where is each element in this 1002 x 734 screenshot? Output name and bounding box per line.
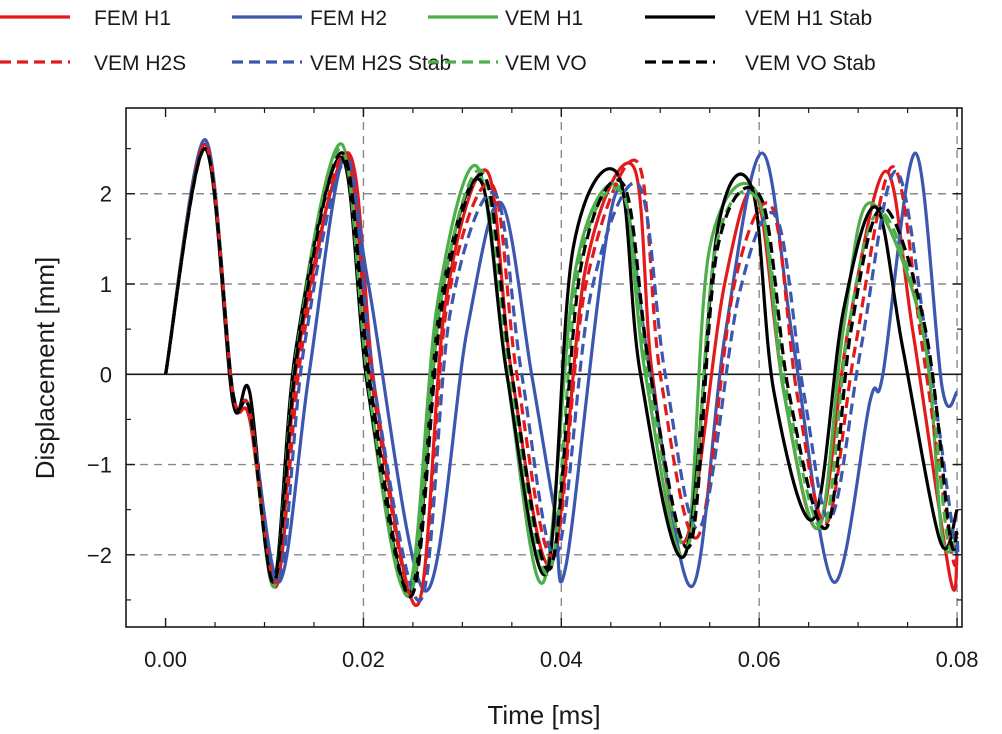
- axis-ticks: [126, 108, 962, 627]
- y-tick-label: −2: [87, 543, 112, 568]
- x-axis-title: Time [ms]: [487, 700, 600, 730]
- x-tick-label: 0.00: [144, 647, 187, 672]
- series-line-vem-vo: [164, 146, 959, 599]
- legend: FEM H1 FEM H2 VEM H1 VEM H1 Stab VEM H2S VEM …: [0, 7, 876, 75]
- legend-label-vem-h2s-stab: VEM H2S Stab: [310, 52, 451, 75]
- legend-label-vem-vo-stab: VEM VO Stab: [745, 52, 876, 75]
- legend-label-vem-h1-stab: VEM H1 Stab: [745, 7, 872, 30]
- series-line-vem-vo-stab: [164, 146, 959, 599]
- x-tick-label: 0.04: [540, 647, 583, 672]
- x-tick-label: 0.08: [936, 647, 979, 672]
- legend-label-fem-h1: FEM H1: [94, 7, 171, 30]
- legend-label-fem-h2: FEM H2: [310, 7, 387, 30]
- legend-label-vem-h2s: VEM H2S: [94, 52, 186, 75]
- legend-label-vem-h1: VEM H1: [505, 7, 583, 30]
- y-tick-label: 2: [100, 182, 112, 207]
- x-tick-label: 0.06: [738, 647, 781, 672]
- legend-label-vem-vo: VEM VO: [505, 52, 587, 75]
- series-lines: [164, 137, 960, 607]
- y-tick-label: 1: [100, 272, 112, 297]
- x-tick-label: 0.02: [342, 647, 385, 672]
- tick-labels: 0.00 0.02 0.04 0.06 0.08 −2 −1 0 1 2: [87, 182, 979, 672]
- y-tick-label: −1: [87, 453, 112, 478]
- y-tick-label: 0: [100, 362, 112, 387]
- plot-frame: [125, 107, 963, 628]
- y-axis-title: Displacement [mm]: [30, 257, 60, 480]
- series-line-vem-h2s-stab: [164, 146, 960, 603]
- series-line-fem-h2: [164, 137, 959, 593]
